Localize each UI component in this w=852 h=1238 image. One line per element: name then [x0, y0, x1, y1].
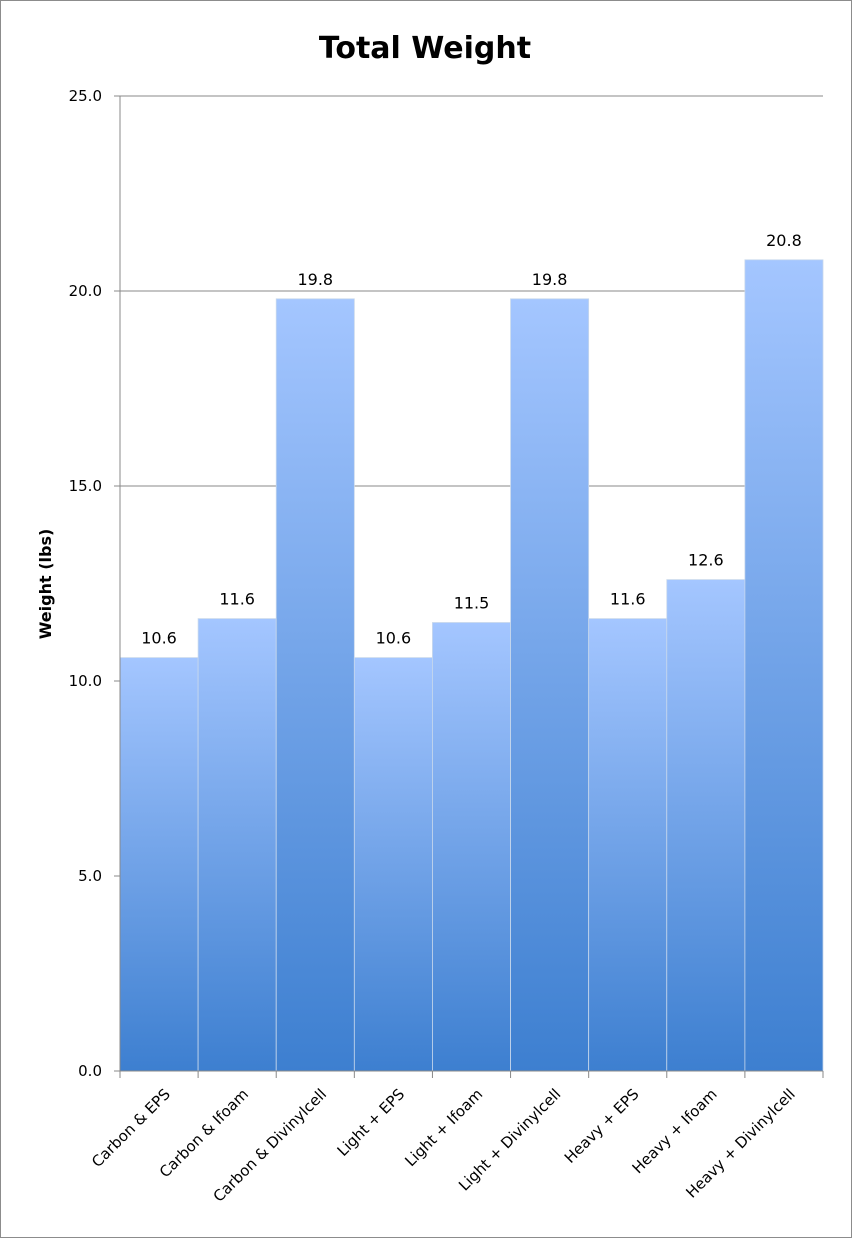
- bars: [119, 259, 824, 1072]
- x-tick-label: Heavy + EPS: [561, 1085, 643, 1167]
- data-label: 11.6: [219, 590, 255, 609]
- bar: [119, 657, 199, 1072]
- data-label: 19.8: [532, 270, 568, 289]
- y-tick-label: 5.0: [78, 867, 102, 885]
- data-label: 10.6: [376, 629, 412, 648]
- data-label: 19.8: [297, 270, 333, 289]
- bar: [432, 622, 511, 1072]
- bar: [197, 618, 277, 1072]
- x-tick-label: Carbon & EPS: [88, 1085, 174, 1171]
- data-label: 11.6: [610, 590, 646, 609]
- y-tick-label: 20.0: [69, 282, 102, 300]
- data-label: 11.5: [454, 594, 490, 613]
- y-tick-label: 10.0: [69, 672, 102, 690]
- data-label: 10.6: [141, 629, 177, 648]
- bar: [588, 618, 668, 1072]
- bar: [666, 579, 746, 1072]
- y-tick-label: 25.0: [69, 87, 102, 105]
- x-tick-label: Light + Ifoam: [401, 1085, 486, 1170]
- y-axis-label: Weight (lbs): [36, 529, 55, 640]
- bar: [744, 259, 824, 1072]
- x-tick-label: Light + EPS: [334, 1085, 409, 1160]
- bar: [510, 298, 590, 1072]
- y-tick-label: 0.0: [78, 1062, 102, 1080]
- data-label: 12.6: [688, 551, 724, 570]
- y-tick-label: 15.0: [69, 477, 102, 495]
- bar: [275, 298, 355, 1072]
- chart-title: Total Weight: [319, 31, 531, 66]
- data-label: 20.8: [766, 231, 802, 250]
- bar: [353, 657, 433, 1072]
- axes: [114, 95, 824, 1078]
